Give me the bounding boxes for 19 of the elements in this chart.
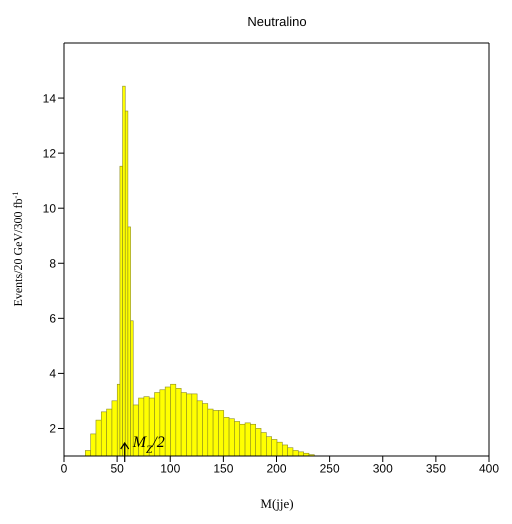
y-tick-label: 8 <box>49 256 56 271</box>
x-tick-label: 50 <box>110 462 124 476</box>
x-tick-label: 400 <box>478 462 500 476</box>
y-tick-label: 12 <box>42 146 56 160</box>
x-tick-label: 350 <box>426 462 446 476</box>
y-tick-label: 14 <box>42 91 56 106</box>
x-tick-label: 300 <box>372 462 394 476</box>
y-tick-label: 6 <box>49 312 56 326</box>
x-tick-label: 100 <box>160 462 181 476</box>
x-tick-label: 250 <box>320 462 340 476</box>
y-tick-label: 4 <box>49 366 56 381</box>
y-tick-label: 10 <box>42 201 56 216</box>
x-tick-label: 200 <box>266 462 287 476</box>
annotation: M$_{Z}$/2 <box>132 434 165 456</box>
x-tick-label: 0 <box>60 462 68 476</box>
chart-title: Neutralino <box>247 14 307 29</box>
x-tick-label: 150 <box>213 462 234 476</box>
y-tick-label: 2 <box>49 422 56 436</box>
x-axis-title: M(jje) <box>260 496 294 511</box>
